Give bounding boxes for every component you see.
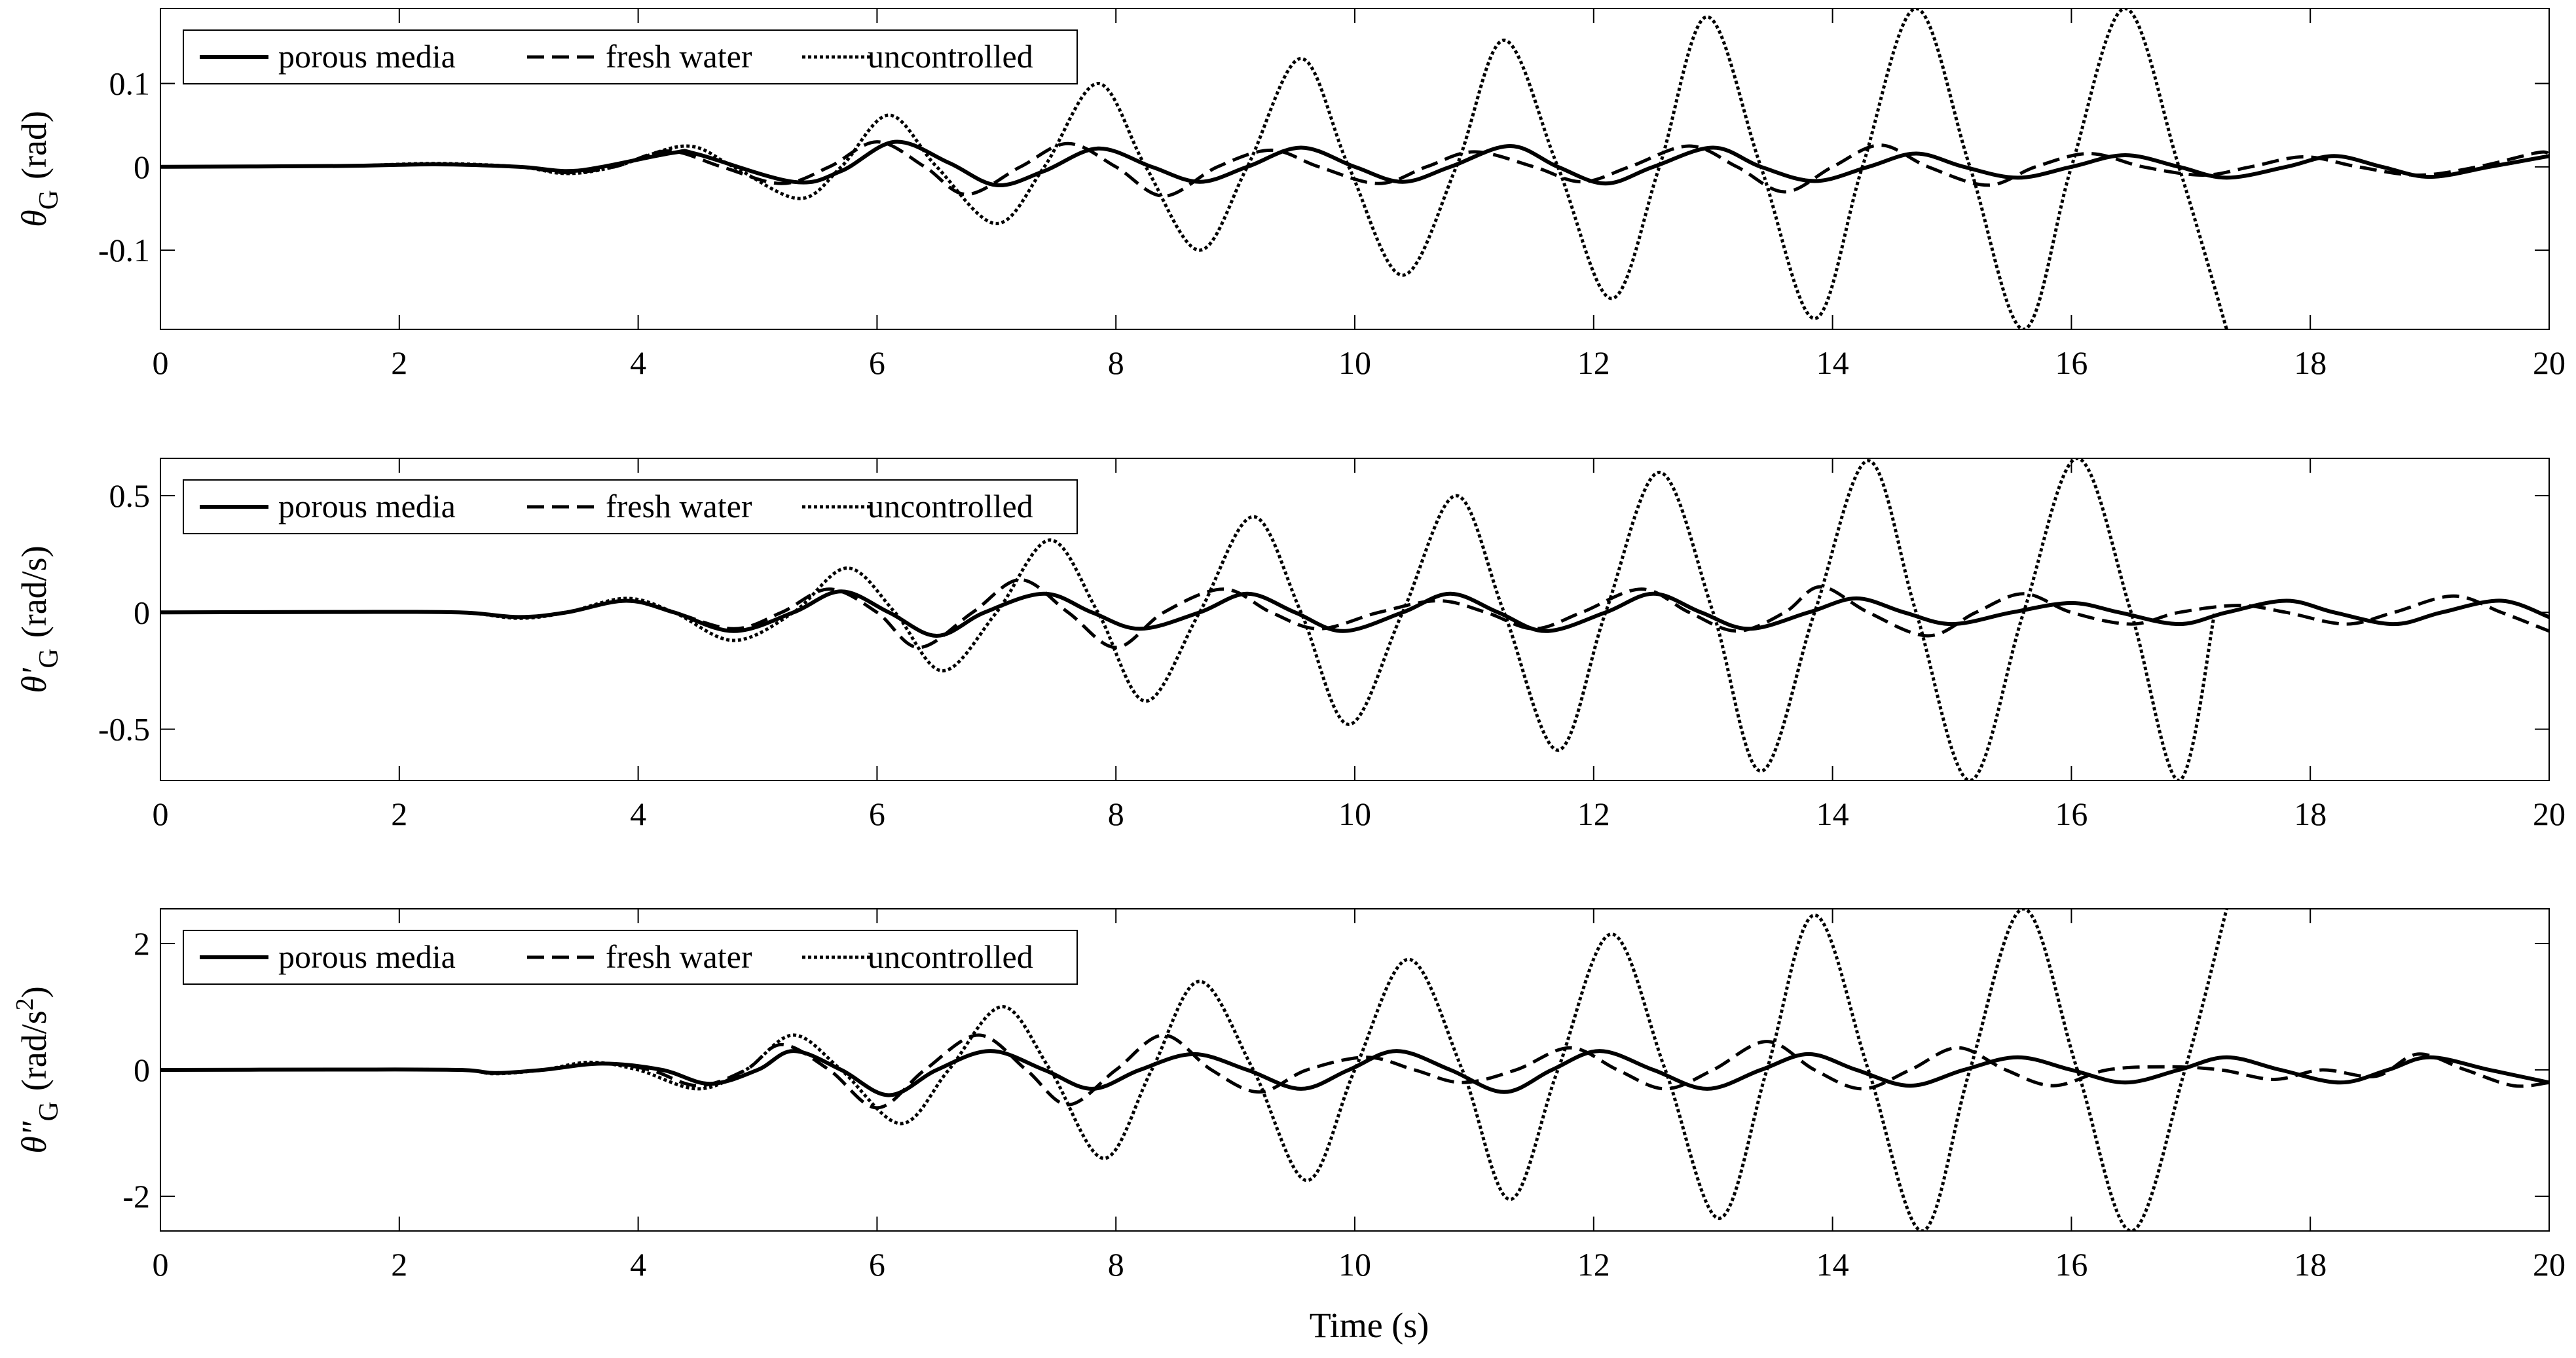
y-tick-label: 0.5 — [109, 477, 151, 514]
series-group — [160, 458, 2549, 780]
chart-panel-2: 0 2 4 6 8 10 12 14 16 18 20 0.5 0 -0.5 θ'G (rad/s) porou… — [14, 458, 2566, 832]
x-tick-label: 2 — [391, 796, 407, 832]
x-tick-label: 4 — [630, 344, 646, 381]
legend: porous media fresh water uncontrolled — [183, 479, 1078, 534]
series-line-uncontrolled — [160, 458, 2217, 780]
x-tick-label: 20 — [2533, 344, 2566, 381]
y-tick-label: -0.1 — [98, 232, 150, 268]
y-axis-label: θ'G (rad/s) — [14, 545, 64, 693]
y-axis-unit-end: ) — [14, 986, 54, 998]
x-tick-label: 14 — [1816, 344, 1849, 381]
y-tick-label: 0.1 — [109, 65, 151, 102]
legend-label: fresh water — [606, 38, 752, 75]
y-axis-unit: (rad/s — [14, 1010, 54, 1091]
x-tick-label: 16 — [2055, 1246, 2088, 1283]
x-tick-label: 18 — [2294, 1246, 2327, 1283]
x-tick-label: 14 — [1816, 796, 1849, 832]
y-tick-label: 2 — [134, 925, 150, 962]
series-line-porous-media — [160, 139, 2549, 187]
x-tick-label: 20 — [2533, 796, 2566, 832]
y-axis-subscript: G — [34, 190, 64, 210]
x-tick-label: 10 — [1338, 344, 1371, 381]
y-tick-label: 0 — [134, 1052, 150, 1088]
x-tick-label: 10 — [1338, 1246, 1371, 1283]
x-tick-label: 8 — [1108, 1246, 1124, 1283]
x-tick-label: 12 — [1577, 796, 1610, 832]
y-axis-symbol: θ" — [14, 1121, 54, 1154]
x-tick-label: 12 — [1577, 1246, 1610, 1283]
y-axis-label: θ"G (rad/s2) — [11, 986, 64, 1153]
legend-box — [183, 479, 1078, 534]
legend-label: porous media — [278, 38, 456, 75]
y-axis-unit: (rad/s) — [14, 545, 54, 638]
x-tick-label: 8 — [1108, 344, 1124, 381]
y-tick-label: 0 — [134, 594, 150, 631]
series-group — [160, 9, 2549, 329]
y-axis-label: θG (rad) — [14, 111, 64, 227]
x-tick-label: 4 — [630, 796, 646, 832]
y-axis-subscript: G — [34, 1101, 64, 1121]
x-tick-label: 2 — [391, 344, 407, 381]
y-axis-symbol: θ — [14, 210, 54, 227]
x-tick-label: 6 — [869, 344, 885, 381]
legend-label: fresh water — [606, 938, 752, 975]
y-axis-unit-superscript: 2 — [11, 998, 39, 1010]
x-tick-label: 0 — [153, 1246, 169, 1283]
legend-label: uncontrolled — [868, 38, 1033, 75]
y-axis-subscript: G — [34, 648, 64, 668]
x-tick-label: 16 — [2055, 344, 2088, 381]
y-axis-unit: (rad) — [14, 111, 54, 179]
y-tick-label: -0.5 — [98, 711, 150, 748]
legend-label: uncontrolled — [868, 488, 1033, 524]
x-axis-label: Time (s) — [1310, 1306, 1429, 1345]
chart-panel-1: 0 2 4 6 8 10 12 14 16 18 20 0.1 0 -0.1 θG (rad) porous m… — [14, 8, 2566, 381]
legend-label: uncontrolled — [868, 938, 1033, 975]
legend: porous media fresh water uncontrolled — [183, 29, 1078, 84]
x-tick-label: 6 — [869, 796, 885, 832]
legend-label: porous media — [278, 488, 456, 524]
x-tick-label: 10 — [1338, 796, 1371, 832]
x-tick-label: 12 — [1577, 344, 1610, 381]
series-line-porous-media — [160, 1049, 2549, 1097]
x-tick-label: 0 — [153, 796, 169, 832]
x-tick-label: 18 — [2294, 796, 2327, 832]
x-tick-label: 6 — [869, 1246, 885, 1283]
x-tick-label: 18 — [2294, 344, 2327, 381]
legend-box — [183, 930, 1078, 985]
x-tick-label: 16 — [2055, 796, 2088, 832]
series-line-porous-media — [160, 589, 2549, 638]
x-tick-label: 0 — [153, 344, 169, 381]
legend: porous media fresh water uncontrolled — [183, 930, 1078, 985]
y-tick-label: -2 — [122, 1178, 150, 1215]
legend-label: porous media — [278, 938, 456, 975]
x-tick-label: 4 — [630, 1246, 646, 1283]
y-axis-symbol: θ' — [14, 667, 54, 693]
series-line-uncontrolled — [160, 9, 2228, 329]
x-tick-label: 14 — [1816, 1246, 1849, 1283]
series-group — [160, 909, 2549, 1231]
x-tick-label: 8 — [1108, 796, 1124, 832]
x-tick-label: 2 — [391, 1246, 407, 1283]
legend-label: fresh water — [606, 488, 752, 524]
series-line-fresh-water — [160, 140, 2549, 198]
x-tick-label: 20 — [2533, 1246, 2566, 1283]
y-tick-label: 0 — [134, 149, 150, 185]
legend-box — [183, 29, 1078, 84]
